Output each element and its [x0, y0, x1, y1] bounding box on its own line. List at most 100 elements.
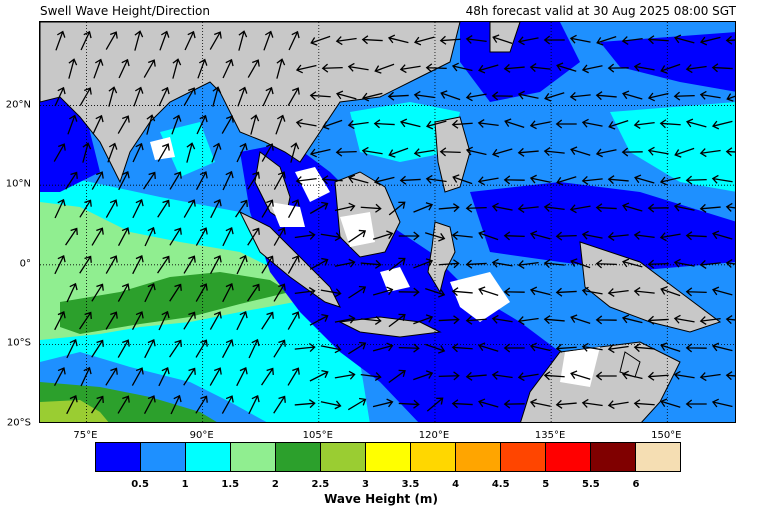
swell-arrow	[209, 255, 222, 275]
swell-arrow	[53, 367, 66, 387]
swell-arrow	[388, 147, 409, 158]
swell-arrow	[91, 339, 104, 358]
swell-arrow	[79, 255, 92, 274]
swell-arrow	[622, 90, 643, 100]
swell-arrow	[673, 258, 695, 268]
swell-arrow	[235, 199, 248, 218]
swell-arrow	[183, 311, 196, 330]
swell-arrow	[607, 288, 629, 298]
swell-arrow	[159, 30, 170, 51]
swell-arrow	[55, 30, 66, 51]
swell-arrow	[67, 114, 78, 135]
colorbar-tick-label: 5	[542, 479, 550, 490]
swell-arrow	[633, 287, 655, 297]
swell-arrow	[581, 175, 603, 185]
swell-arrow	[581, 398, 603, 408]
swell-arrow	[685, 231, 707, 241]
swell-arrow	[413, 258, 434, 269]
swell-arrow	[503, 231, 525, 241]
swell-arrow	[398, 231, 420, 241]
wave-height-map	[40, 22, 735, 422]
swell-arrow	[211, 142, 222, 163]
swell-arrow	[633, 62, 655, 72]
swell-arrow	[91, 227, 104, 246]
swell-arrow	[451, 399, 473, 409]
swell-arrow	[491, 370, 513, 380]
colorbar-segment	[455, 443, 500, 471]
swell-arrow	[320, 232, 342, 242]
colorbar-tick-label: 0.5	[131, 479, 149, 490]
swell-arrow	[335, 147, 357, 157]
swell-arrow	[261, 199, 274, 218]
swell-arrow	[413, 314, 434, 325]
swell-arrow	[478, 342, 499, 352]
swell-arrow	[647, 92, 669, 102]
swell-arrow	[360, 203, 382, 213]
swell-arrow	[633, 120, 655, 130]
swell-arrow	[197, 58, 208, 79]
swell-arrow	[186, 142, 196, 163]
swell-arrow	[348, 341, 367, 355]
swell-arrow	[334, 370, 356, 380]
swell-arrow	[183, 199, 196, 218]
swell-arrow	[699, 259, 721, 269]
swell-arrow	[348, 174, 369, 184]
swell-arrow	[711, 120, 733, 130]
swell-arrow	[555, 287, 577, 297]
swell-arrow	[517, 36, 539, 46]
swell-arrow	[517, 90, 539, 100]
swell-arrow	[607, 344, 629, 354]
swell-arrow	[248, 394, 260, 415]
swell-arrow	[517, 147, 539, 157]
swell-arrow	[569, 204, 591, 214]
swell-direction-arrows	[53, 30, 735, 415]
swell-arrow	[336, 90, 357, 100]
swell-arrow	[529, 120, 551, 130]
sea-1.5m-bay-of-bengal	[160, 122, 215, 177]
swell-arrow	[91, 395, 104, 414]
swell-arrow	[287, 199, 300, 219]
swell-arrow	[647, 203, 669, 213]
swell-arrow	[517, 372, 539, 382]
swell-arrow	[438, 315, 460, 325]
swell-arrow	[725, 202, 735, 212]
swell-arrow	[725, 35, 735, 45]
swell-arrow	[196, 114, 208, 135]
swell-arrow	[222, 283, 234, 303]
longitude-tick-label: 150°E	[651, 430, 682, 441]
swell-arrow	[621, 36, 643, 46]
map-panel[interactable]	[39, 21, 736, 423]
swell-arrow	[425, 63, 447, 73]
swell-arrow	[581, 342, 603, 352]
swell-arrow	[54, 198, 66, 219]
swell-arrow	[438, 371, 460, 381]
swell-arrow	[673, 314, 695, 324]
swell-arrow	[209, 311, 222, 330]
swell-arrow	[287, 311, 300, 330]
swell-arrow	[143, 59, 156, 78]
swell-arrow	[581, 118, 603, 128]
swell-arrow	[685, 399, 707, 409]
swell-arrow	[309, 201, 329, 215]
swell-arrow	[91, 283, 104, 302]
swell-arrow	[621, 147, 643, 157]
swell-arrow	[388, 313, 406, 328]
swell-arrow	[360, 259, 382, 269]
swell-arrow	[413, 148, 435, 158]
swell-arrow	[647, 259, 669, 269]
swell-arrow	[54, 311, 66, 331]
swell-arrow	[451, 62, 473, 72]
swell-arrow	[529, 174, 551, 184]
swell-arrow	[699, 148, 721, 158]
swell-arrow	[451, 287, 473, 297]
wave-height-colorbar	[95, 442, 681, 472]
swell-arrow	[660, 398, 681, 408]
swell-arrow	[322, 119, 343, 130]
colorbar-tick-label: 1	[181, 479, 189, 490]
swell-arrow	[647, 315, 669, 325]
swell-arrow	[712, 286, 733, 296]
swell-arrow	[320, 400, 342, 410]
swell-arrow	[398, 343, 420, 353]
swell-arrow	[195, 339, 208, 358]
swell-arrow	[607, 400, 629, 410]
